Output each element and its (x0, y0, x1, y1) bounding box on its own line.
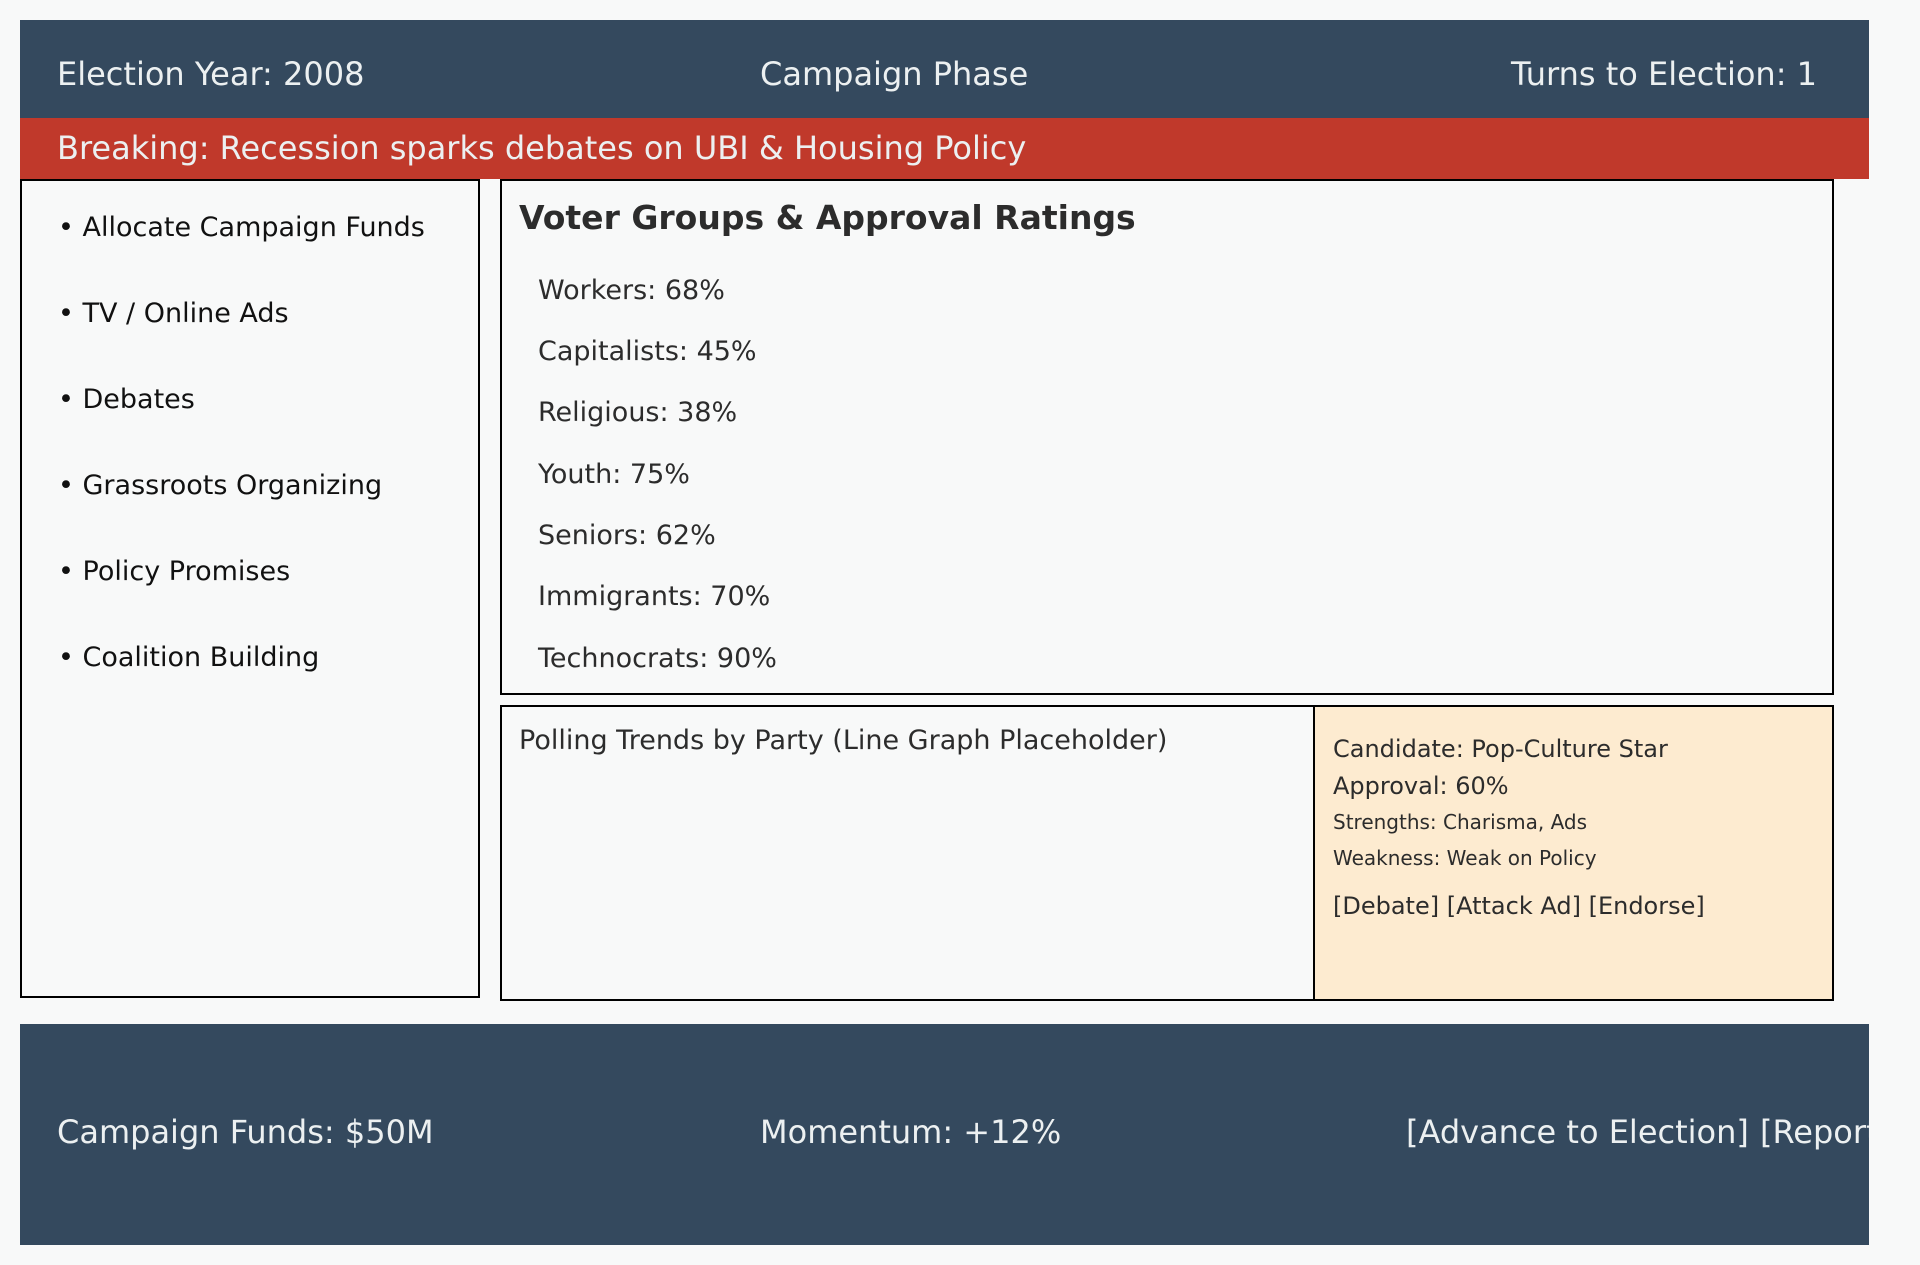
candidate-card: Candidate: Pop-Culture Star Approval: 60… (1313, 705, 1834, 1001)
top-status-bar: Election Year: 2008 Campaign Phase Turns… (20, 20, 1869, 118)
news-headline: Breaking: Recession sparks debates on UB… (57, 129, 1027, 167)
menu-item-policy-promises[interactable]: • Policy Promises (58, 556, 291, 587)
voter-groups-title: Voter Groups & Approval Ratings (519, 198, 1136, 237)
election-year-label: Election Year: 2008 (57, 55, 365, 93)
momentum-label: Momentum: +12% (760, 1113, 1062, 1151)
voter-group-youth: Youth: 75% (538, 459, 690, 490)
candidate-weakness: Weakness: Weak on Policy (1333, 846, 1597, 870)
phase-label: Campaign Phase (760, 55, 1029, 93)
menu-item-coalition-building[interactable]: • Coalition Building (58, 642, 320, 673)
voter-groups-panel: Voter Groups & Approval Ratings Workers:… (500, 179, 1834, 695)
turns-to-election-label: Turns to Election: 1 (1511, 55, 1817, 93)
bottom-status-bar: Campaign Funds: $50M Momentum: +12% [Adv… (20, 1024, 1869, 1245)
polling-trends-title: Polling Trends by Party (Line Graph Plac… (519, 725, 1168, 756)
debate-button[interactable]: [Debate] (1333, 892, 1440, 920)
attack-ad-button[interactable]: [Attack Ad] (1446, 892, 1581, 920)
advance-to-election-button[interactable]: [Advance to Election] (1406, 1113, 1749, 1151)
voter-group-workers: Workers: 68% (538, 275, 725, 306)
voter-group-seniors: Seniors: 62% (538, 520, 716, 551)
candidate-actions: [Debate] [Attack Ad] [Endorse] (1333, 894, 1705, 918)
breaking-news-banner: Breaking: Recession sparks debates on UB… (20, 118, 1869, 179)
voter-group-religious: Religious: 38% (538, 397, 738, 428)
action-menu-sidebar: • Allocate Campaign Funds • TV / Online … (20, 179, 480, 998)
candidate-approval: Approval: 60% (1333, 772, 1509, 800)
campaign-funds-label: Campaign Funds: $50M (57, 1113, 434, 1151)
voter-group-immigrants: Immigrants: 70% (538, 581, 771, 612)
reports-button[interactable]: [Reports] (1760, 1113, 1869, 1151)
polling-trends-panel: Polling Trends by Party (Line Graph Plac… (500, 705, 1315, 1001)
menu-item-tv-online-ads[interactable]: • TV / Online Ads (58, 298, 289, 329)
endorse-button[interactable]: [Endorse] (1588, 892, 1705, 920)
voter-group-technocrats: Technocrats: 90% (538, 643, 777, 674)
menu-item-allocate-funds[interactable]: • Allocate Campaign Funds (58, 212, 425, 243)
menu-item-grassroots[interactable]: • Grassroots Organizing (58, 470, 383, 501)
candidate-strengths: Strengths: Charisma, Ads (1333, 810, 1588, 834)
candidate-name: Candidate: Pop-Culture Star (1333, 735, 1668, 763)
menu-item-debates[interactable]: • Debates (58, 384, 195, 415)
voter-group-capitalists: Capitalists: 45% (538, 336, 757, 367)
